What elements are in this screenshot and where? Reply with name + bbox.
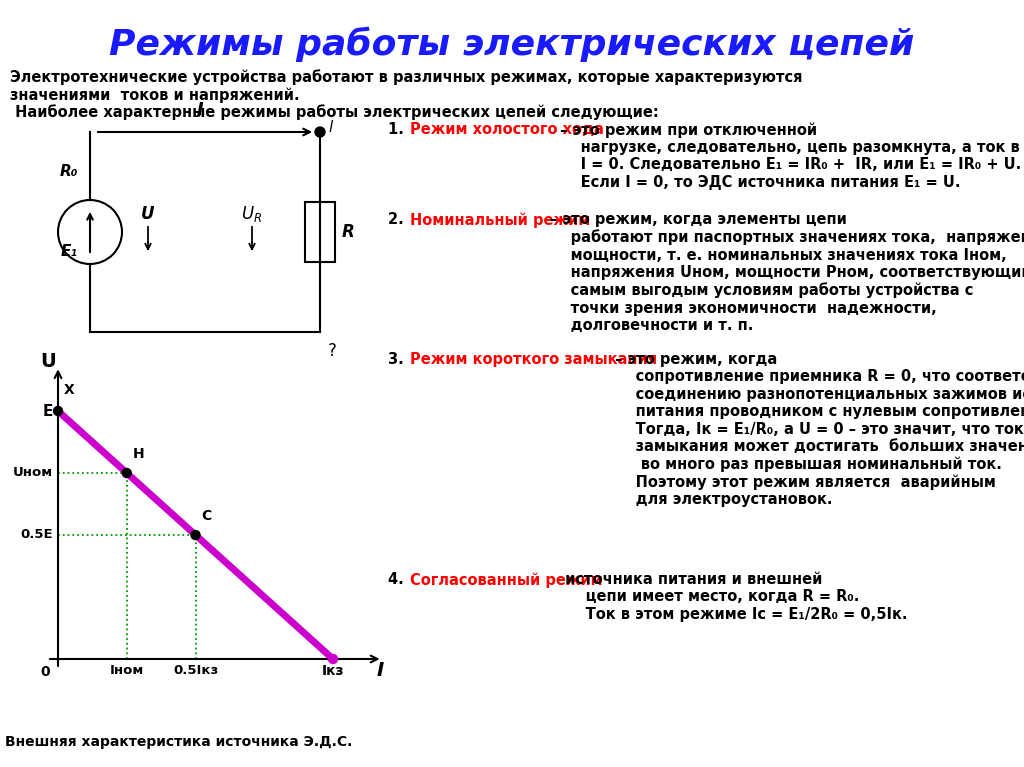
Text: Согласованный режим: Согласованный режим [410,572,603,588]
Text: 0.5E: 0.5E [20,528,53,542]
Text: I: I [377,661,384,680]
Text: – это режим, когда
     сопротивление приемника R = 0, что соответствует
     со: – это режим, когда сопротивление приемни… [610,352,1024,508]
Text: Uном: Uном [13,466,53,479]
Text: X: X [63,383,75,397]
Text: 3.: 3. [388,352,414,367]
Circle shape [329,654,338,663]
Text: 1.: 1. [388,122,414,137]
Text: 4.: 4. [388,572,414,587]
Text: 2.: 2. [388,212,414,227]
Text: Внешняя характеристика источника Э.Д.С.: Внешняя характеристика источника Э.Д.С. [5,735,352,749]
Text: Iкз: Iкз [322,664,344,678]
Text: ?: ? [328,342,337,360]
Text: R: R [342,223,354,241]
Text: Наиболее характерные режимы работы электрических цепей следующие:: Наиболее характерные режимы работы элект… [10,104,658,120]
Circle shape [53,407,62,416]
Text: l: l [328,120,332,134]
Circle shape [191,531,200,539]
Text: Режимы работы электрических цепей: Режимы работы электрических цепей [110,27,914,62]
Bar [305,202,335,262]
Text: Режим короткого замыкания: Режим короткого замыкания [410,352,657,367]
Text: U: U [40,352,56,371]
Circle shape [122,469,131,478]
Text: C: C [202,509,212,523]
Text: – это режим при отключенной
     нагрузке, следовательно, цепь разомкнута, а ток: – это режим при отключенной нагрузке, сл… [555,122,1024,189]
Text: 0.5Iкз: 0.5Iкз [173,664,218,677]
Text: Номинальный режим: Номинальный режим [410,212,590,228]
Text: R₀: R₀ [59,164,78,179]
Text: Iном: Iном [110,664,144,677]
Text: 0: 0 [40,665,50,679]
Text: U: U [141,205,155,223]
Text: Электротехнические устройства работают в различных режимах, которые характеризую: Электротехнические устройства работают в… [10,69,803,103]
Text: H: H [133,447,144,461]
Text: – это режим, когда элементы цепи
     работают при паспортных значениях тока,  н: – это режим, когда элементы цепи работаю… [545,212,1024,333]
Text: Режим холостого хода: Режим холостого хода [410,122,604,137]
Text: E: E [43,403,53,419]
Text: I: I [197,101,204,119]
Circle shape [315,127,325,137]
Text: $U_R$: $U_R$ [242,204,262,224]
Text: E₁: E₁ [61,245,78,259]
Text: источника питания и внешней
     цепи имеет место, когда R = R₀.
     Ток в этом: источника питания и внешней цепи имеет м… [560,572,907,622]
